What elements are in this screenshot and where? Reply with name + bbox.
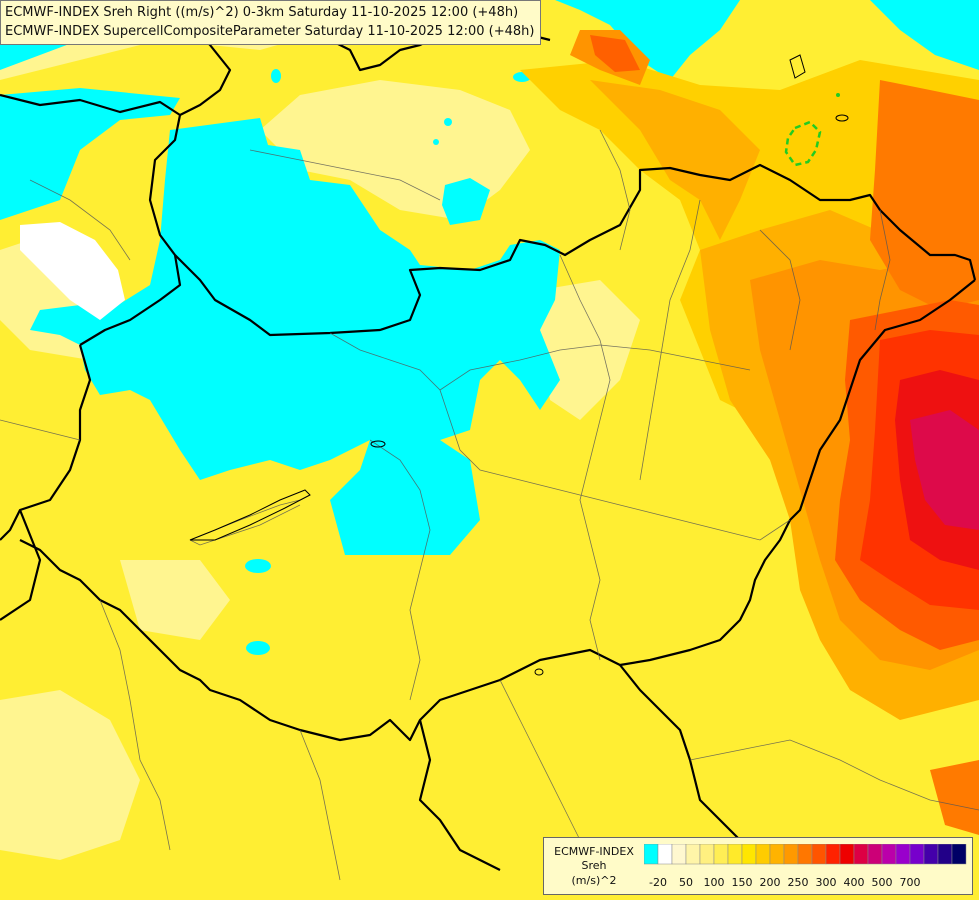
legend-swatch	[769, 844, 785, 865]
legend-tick-label: 200	[760, 876, 781, 889]
legend-swatch	[881, 844, 897, 865]
legend-swatch	[685, 844, 701, 865]
legend-swatch	[699, 844, 715, 865]
legend-tick-label: 150	[732, 876, 753, 889]
supercell-contour	[784, 120, 822, 167]
legend-swatch	[811, 844, 827, 865]
legend-product: ECMWF-INDEX	[554, 845, 634, 858]
legend-swatch	[783, 844, 799, 865]
legend-tick-label: 250	[788, 876, 809, 889]
legend-swatch	[657, 844, 673, 865]
supercell-dot	[836, 93, 840, 97]
legend: ECMWF-INDEX Sreh (m/s)^2 -20 50 100 150 200 2…	[543, 837, 973, 895]
legend-swatch	[671, 844, 687, 865]
legend-swatch	[825, 844, 841, 865]
legend-swatch	[895, 844, 911, 865]
legend-tick-label: 50	[679, 876, 693, 889]
legend-tick-label: 100	[704, 876, 725, 889]
legend-swatch	[853, 844, 869, 865]
legend-swatch	[741, 844, 757, 865]
legend-swatch	[797, 844, 813, 865]
legend-tick-label: 300	[816, 876, 837, 889]
legend-swatch	[909, 844, 925, 865]
legend-tick-label: 400	[844, 876, 865, 889]
field-red	[835, 300, 979, 835]
legend-tick-label: 500	[872, 876, 893, 889]
title-line-2: ECMWF-INDEX SupercellCompositeParameter …	[5, 24, 535, 39]
legend-swatch	[644, 844, 659, 865]
legend-swatch	[923, 844, 939, 865]
legend-unit: (m/s)^2	[571, 874, 617, 887]
legend-swatch	[713, 844, 729, 865]
title-line-1: ECMWF-INDEX Sreh Right ((m/s)^2) 0-3km S…	[5, 5, 519, 20]
legend-tick-label: -20	[649, 876, 667, 889]
legend-swatch	[951, 844, 967, 865]
legend-swatch	[867, 844, 883, 865]
legend-parameter: Sreh	[581, 859, 607, 872]
lakes	[189, 54, 849, 676]
legend-tick-label: 700	[900, 876, 921, 889]
legend-swatch	[755, 844, 771, 865]
legend-color-scale: -20 50 100 150 200 250 300 400 500 700	[644, 844, 967, 889]
legend-swatch	[727, 844, 743, 865]
field-white	[20, 222, 125, 320]
map-title-box: ECMWF-INDEX Sreh Right ((m/s)^2) 0-3km S…	[0, 0, 542, 45]
legend-swatch	[839, 844, 855, 865]
legend-swatch	[937, 844, 953, 865]
